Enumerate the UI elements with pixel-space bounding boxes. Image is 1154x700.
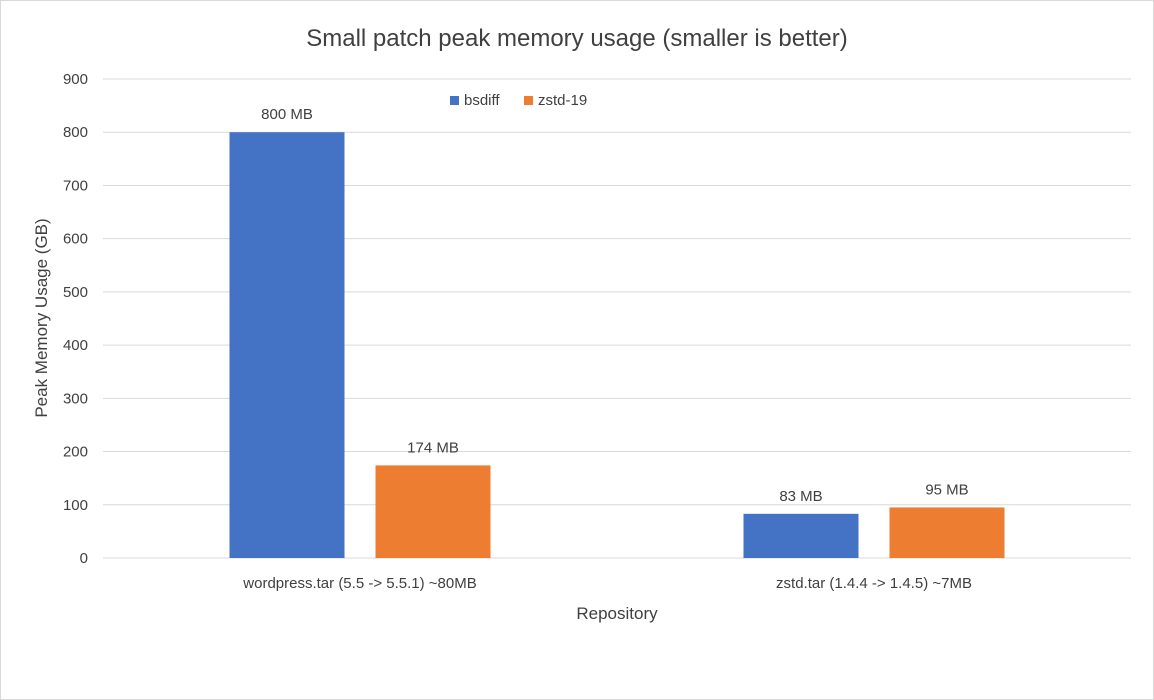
y-tick-label: 800 (63, 124, 88, 141)
y-tick-label: 200 (63, 444, 88, 461)
data-label: 95 MB (925, 481, 968, 498)
y-tick-label: 100 (63, 497, 88, 514)
y-tick-label: 600 (63, 231, 88, 248)
y-tick-label: 900 (63, 71, 88, 88)
legend-label: bsdiff (464, 92, 500, 109)
bar-bsdiff (229, 132, 345, 558)
x-axis-title: Repository (576, 604, 658, 623)
data-label: 800 MB (261, 106, 313, 123)
chart-title: Small patch peak memory usage (smaller i… (306, 25, 848, 52)
bar-zstd-19 (375, 465, 491, 558)
x-tick-label: wordpress.tar (5.5 -> 5.5.1) ~80MB (242, 575, 476, 592)
data-labels: 800 MB 174 MB 83 MB 95 MB (261, 106, 969, 505)
bar-zstd-19 (889, 507, 1005, 558)
legend-swatch (524, 96, 533, 105)
y-tick-label: 0 (80, 550, 88, 567)
x-tick-label: zstd.tar (1.4.4 -> 1.4.5) ~7MB (776, 575, 972, 592)
data-label: 174 MB (407, 439, 459, 456)
legend-swatch (450, 96, 459, 105)
y-tick-label: 700 (63, 177, 88, 194)
y-tick-label: 400 (63, 337, 88, 354)
y-tick-label: 500 (63, 284, 88, 301)
legend: bsdiff zstd-19 (450, 92, 587, 109)
data-label: 83 MB (779, 488, 822, 505)
bar-bsdiff (743, 513, 859, 558)
x-axis-ticks: wordpress.tar (5.5 -> 5.5.1) ~80MB zstd.t… (242, 575, 972, 592)
y-axis-ticks: 0 100 200 300 400 500 600 700 800 900 (63, 71, 88, 567)
legend-label: zstd-19 (538, 92, 587, 109)
y-axis-title: Peak Memory Usage (GB) (32, 218, 51, 417)
y-tick-label: 300 (63, 390, 88, 407)
bars (229, 132, 1005, 558)
